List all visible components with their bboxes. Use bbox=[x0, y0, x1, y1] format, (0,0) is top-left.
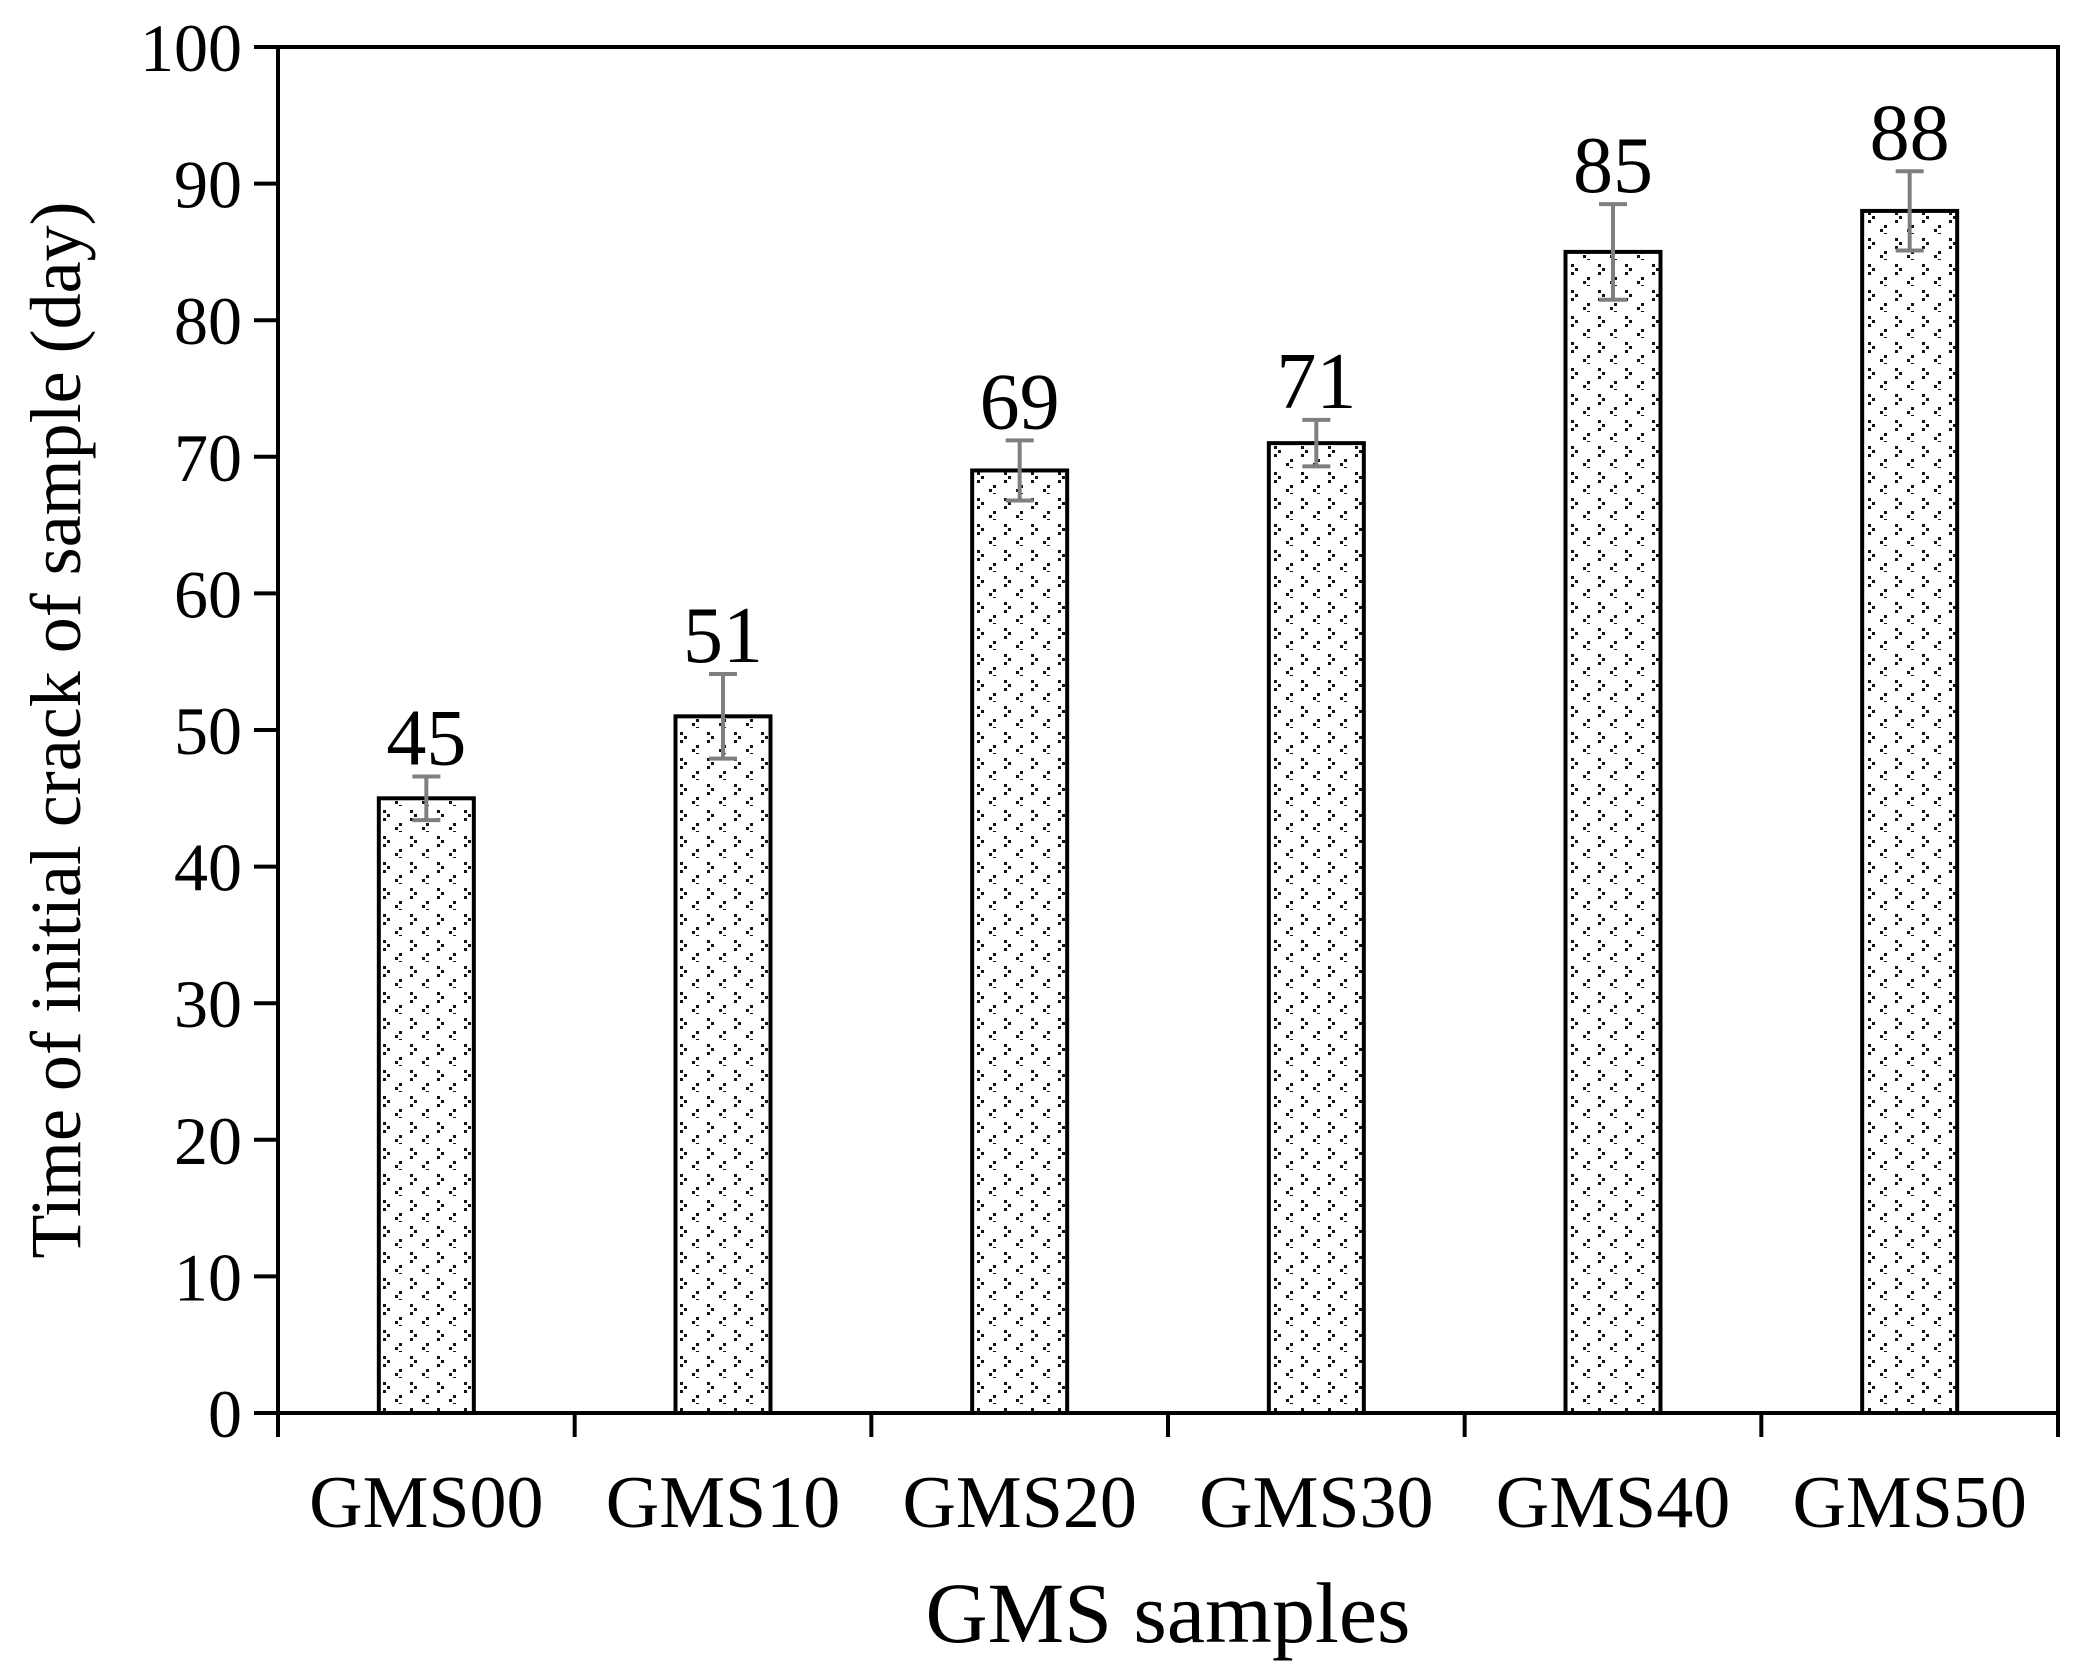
bar-value-label: 45 bbox=[386, 694, 466, 782]
bar-value-label: 51 bbox=[683, 592, 763, 680]
y-axis-title: Time of initial crack of sample (day) bbox=[16, 201, 96, 1258]
y-tick-label: 30 bbox=[174, 966, 242, 1042]
labels-layer: 0 10 20 30 40 50 60 70 80 90 100 45 GMS00 51 GMS10 69 GM… bbox=[140, 10, 2027, 1544]
bar-gms10 bbox=[673, 714, 773, 1415]
bar-gms00 bbox=[376, 796, 476, 1415]
x-category-label: GMS20 bbox=[902, 1462, 1136, 1544]
bars-layer bbox=[376, 169, 1960, 1415]
y-tick-label: 60 bbox=[174, 556, 242, 632]
y-tick-label: 50 bbox=[174, 693, 242, 769]
y-tick-label: 90 bbox=[174, 147, 242, 223]
bar-gms50 bbox=[1860, 208, 1960, 1415]
bar-gms40 bbox=[1563, 249, 1663, 1415]
x-category-label: GMS00 bbox=[309, 1462, 543, 1544]
bar-value-label: 85 bbox=[1573, 122, 1653, 210]
x-category-label: GMS30 bbox=[1199, 1462, 1433, 1544]
y-tick-label: 40 bbox=[174, 830, 242, 906]
y-tick-label: 70 bbox=[174, 420, 242, 496]
x-axis-title: GMS samples bbox=[926, 1565, 1411, 1661]
y-tick-label: 20 bbox=[174, 1103, 242, 1179]
y-tick-label: 100 bbox=[140, 10, 242, 86]
y-tick-label: 10 bbox=[174, 1239, 242, 1315]
axes-layer bbox=[254, 45, 2060, 1437]
bar-value-label: 71 bbox=[1276, 338, 1356, 426]
x-category-label: GMS10 bbox=[606, 1462, 840, 1544]
x-category-label: GMS40 bbox=[1496, 1462, 1730, 1544]
bar-gms20 bbox=[970, 468, 1070, 1415]
y-tick-label: 0 bbox=[208, 1376, 242, 1452]
bar-value-label: 88 bbox=[1870, 89, 1950, 177]
y-tick-label: 80 bbox=[174, 283, 242, 359]
bar-value-label: 69 bbox=[980, 358, 1060, 446]
plot-frame bbox=[276, 45, 2060, 1415]
x-category-label: GMS50 bbox=[1792, 1462, 2026, 1544]
bar-gms30 bbox=[1266, 441, 1366, 1415]
